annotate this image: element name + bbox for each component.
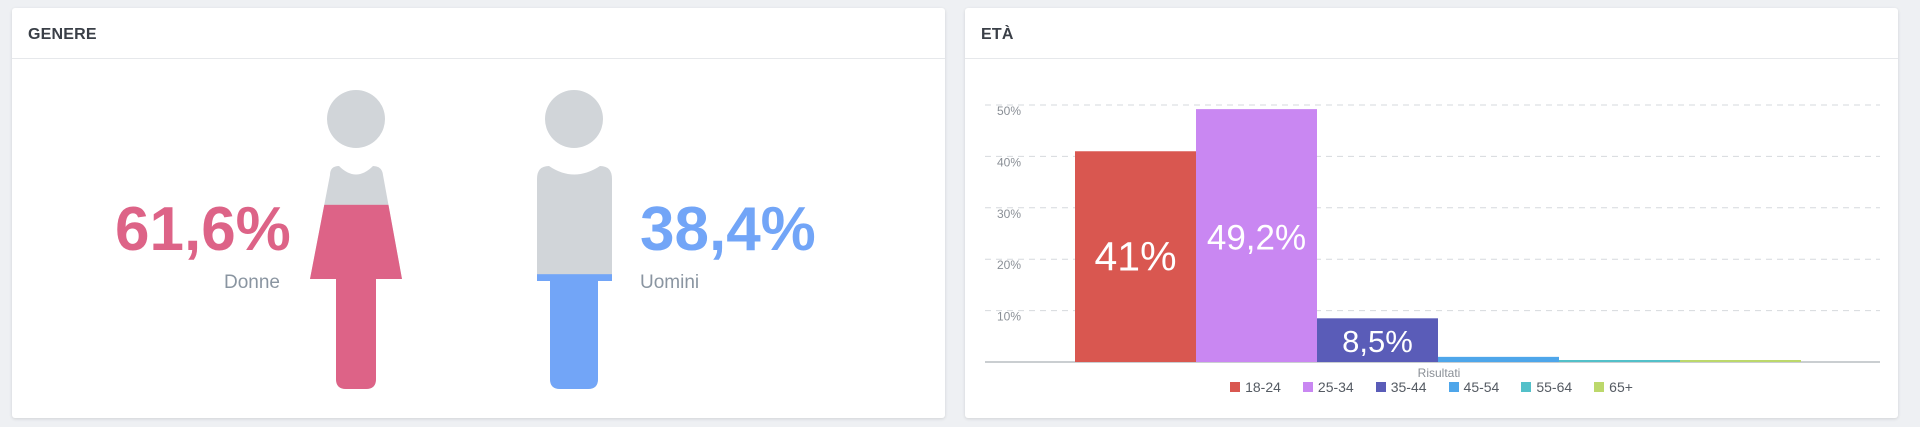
legend-label: 18-24 — [1245, 379, 1281, 395]
men-percentage: 38,4% — [640, 195, 816, 264]
male-figure-icon — [537, 90, 612, 389]
legend-item-55-64[interactable]: 55-64 — [1521, 379, 1572, 395]
bar-data-label: 41% — [1094, 234, 1176, 280]
bar-18-24[interactable] — [1075, 151, 1196, 362]
y-tick-label: 10% — [997, 310, 1021, 324]
age-legend: 18-24 25-34 35-44 45-54 55-64 65+ — [965, 379, 1898, 395]
legend-label: 35-44 — [1390, 379, 1427, 395]
legend-swatch — [1594, 382, 1605, 392]
y-tick-label: 30% — [997, 207, 1021, 221]
bar-45-54[interactable] — [1438, 356, 1559, 362]
bar-65+[interactable] — [1680, 360, 1801, 362]
legend-label: 45-54 — [1463, 379, 1500, 395]
age-card-title: ETÀ — [965, 8, 1898, 59]
legend-item-35-44[interactable]: 35-44 — [1375, 379, 1427, 395]
legend-swatch — [1521, 382, 1532, 392]
women-label: Donne — [224, 272, 280, 293]
x-category-label: Risultati — [1418, 366, 1461, 380]
age-card: ETÀ 10% 20% 30% 40% 50% 41% 49,2% 8,5% Risultat… — [965, 8, 1898, 418]
y-tick-label: 40% — [997, 155, 1021, 169]
bar-data-label: 8,5% — [1342, 324, 1413, 359]
men-label: Uomini — [640, 272, 700, 293]
bar-data-label: 49,2% — [1207, 219, 1306, 258]
legend-swatch — [1302, 382, 1313, 392]
female-figure-icon — [310, 90, 402, 389]
gender-card-body: 61,6% Donne — [12, 59, 945, 418]
gender-card: GENERE 61,6% Donne — [12, 8, 945, 418]
legend-swatch — [1448, 382, 1459, 392]
age-card-body: 10% 20% 30% 40% 50% 41% 49,2% 8,5% Risultati 18… — [965, 59, 1898, 418]
women-percentage: 61,6% — [115, 195, 291, 264]
bar-35-44[interactable] — [1317, 318, 1438, 362]
legend-label: 55-64 — [1536, 379, 1573, 395]
bar-55-64[interactable] — [1559, 360, 1680, 362]
legend-item-18-24[interactable]: 18-24 — [1230, 379, 1281, 395]
legend-item-25-34[interactable]: 25-34 — [1302, 379, 1354, 395]
legend-swatch — [1230, 382, 1241, 392]
legend-item-45-54[interactable]: 45-54 — [1448, 379, 1500, 395]
legend-swatch — [1375, 382, 1386, 392]
gender-card-title: GENERE — [12, 8, 945, 59]
y-tick-label: 50% — [997, 104, 1021, 118]
y-tick-label: 20% — [997, 258, 1021, 272]
bar-25-34[interactable] — [1196, 109, 1317, 362]
legend-label: 25-34 — [1317, 379, 1354, 395]
legend-item-65+[interactable]: 65+ — [1594, 379, 1633, 395]
age-bar-chart: 10% 20% 30% 40% 50% 41% 49,2% 8,5% Risultati — [985, 104, 1880, 380]
legend-label: 65+ — [1609, 379, 1633, 395]
